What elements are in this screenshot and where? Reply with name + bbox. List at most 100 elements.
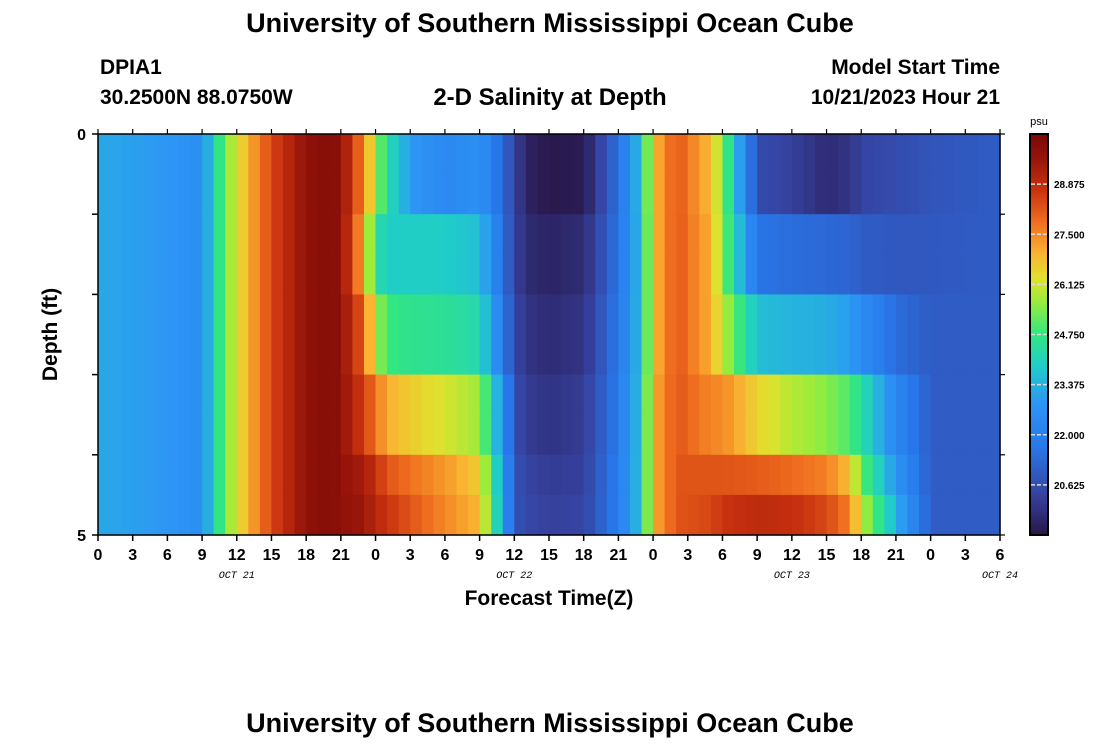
heatmap-cell: [387, 494, 400, 536]
colorbar-tick-label: 24.750: [1054, 331, 1085, 342]
heatmap-cell: [421, 254, 434, 295]
heatmap-cell: [525, 334, 539, 376]
heatmap-cell: [606, 334, 619, 376]
heatmap-cell: [780, 134, 793, 175]
heatmap-cell: [699, 254, 712, 295]
heatmap-cell: [271, 414, 284, 456]
heatmap-cell: [525, 294, 539, 336]
heatmap-cell: [895, 334, 909, 376]
heatmap-cell: [502, 334, 515, 376]
heatmap-cell: [155, 334, 168, 376]
heatmap-cell: [861, 134, 874, 175]
heatmap-cell: [664, 254, 677, 295]
heatmap-cell: [190, 374, 203, 416]
heatmap-cell: [572, 414, 585, 456]
heatmap-cell: [410, 174, 423, 215]
heatmap-cell: [687, 134, 700, 175]
heatmap-cell: [942, 334, 955, 376]
heatmap-cell: [930, 294, 943, 336]
heatmap-cell: [317, 134, 330, 175]
heatmap-cell: [479, 494, 492, 536]
heatmap-cell: [560, 414, 573, 456]
heatmap-cell: [363, 134, 377, 175]
heatmap-cell: [687, 174, 700, 215]
heatmap-cell: [687, 494, 700, 536]
heatmap-cell: [849, 374, 862, 416]
heatmap-cell: [791, 454, 805, 496]
heatmap-cell: [236, 214, 249, 255]
heatmap-cell: [641, 134, 654, 175]
heatmap-cell: [919, 374, 932, 416]
heatmap-cell: [849, 294, 862, 336]
heatmap-cell: [525, 494, 539, 536]
heatmap-cell: [745, 254, 758, 295]
heatmap-cell: [491, 334, 504, 376]
heatmap-cell: [444, 134, 458, 175]
heatmap-cell: [352, 494, 365, 536]
heatmap-cell: [618, 134, 631, 175]
heatmap-cell: [953, 494, 966, 536]
heatmap-cell: [722, 494, 735, 536]
heatmap-cell: [398, 174, 411, 215]
x-tick-label: 18: [575, 547, 593, 564]
heatmap-cell: [606, 414, 619, 456]
heatmap-cell: [294, 334, 307, 376]
heatmap-cell: [884, 294, 897, 336]
heatmap-cell: [560, 254, 573, 295]
heatmap-cell: [884, 374, 897, 416]
heatmap-cell: [375, 174, 388, 215]
heatmap-cell: [514, 174, 527, 215]
heatmap-cell: [317, 374, 330, 416]
heatmap-cell: [583, 494, 596, 536]
heatmap-cell: [595, 294, 608, 336]
x-tick-label: 9: [198, 547, 207, 564]
heatmap-cell: [687, 214, 700, 255]
heatmap-cell: [306, 134, 319, 175]
heatmap-cells: [98, 134, 1001, 536]
heatmap-cell: [375, 214, 388, 255]
heatmap-cell: [872, 454, 885, 496]
heatmap-cell: [838, 494, 851, 536]
heatmap-cell: [444, 334, 458, 376]
heatmap-cell: [178, 334, 192, 376]
heatmap-cell: [803, 414, 816, 456]
heatmap-cell: [664, 334, 677, 376]
heatmap-cell: [144, 454, 157, 496]
heatmap-cell: [930, 494, 943, 536]
heatmap-cell: [271, 254, 284, 295]
heatmap-cell: [919, 414, 932, 456]
heatmap-cell: [317, 334, 330, 376]
heatmap-cell: [514, 254, 527, 295]
model-start-value: 10/21/2023 Hour 21: [810, 86, 1000, 109]
heatmap-cell: [919, 254, 932, 295]
heatmap-cell: [734, 254, 747, 295]
heatmap-cell: [167, 494, 180, 536]
heatmap-cell: [352, 374, 365, 416]
heatmap-cell: [907, 414, 920, 456]
heatmap-cell: [583, 454, 596, 496]
heatmap-cell: [202, 134, 215, 175]
heatmap-cell: [572, 454, 585, 496]
heatmap-cell: [884, 134, 897, 175]
heatmap-cell: [155, 294, 168, 336]
heatmap-cell: [190, 294, 203, 336]
heatmap-cell: [583, 134, 596, 175]
heatmap-cell: [549, 214, 562, 255]
heatmap-cell: [410, 294, 423, 336]
heatmap-cell: [236, 334, 249, 376]
heatmap-cell: [907, 254, 920, 295]
heatmap-cell: [895, 294, 909, 336]
heatmap-cell: [456, 494, 469, 536]
heatmap-cell: [294, 454, 307, 496]
heatmap-cell: [595, 174, 608, 215]
heatmap-cell: [653, 174, 666, 215]
heatmap-cell: [202, 374, 215, 416]
heatmap-cell: [491, 454, 504, 496]
heatmap-cell: [375, 454, 388, 496]
heatmap-cell: [745, 414, 758, 456]
heatmap-cell: [745, 294, 758, 336]
heatmap-cell: [734, 294, 747, 336]
heatmap-cell: [98, 214, 111, 255]
heatmap-cell: [178, 374, 192, 416]
heatmap-cell: [664, 294, 677, 336]
